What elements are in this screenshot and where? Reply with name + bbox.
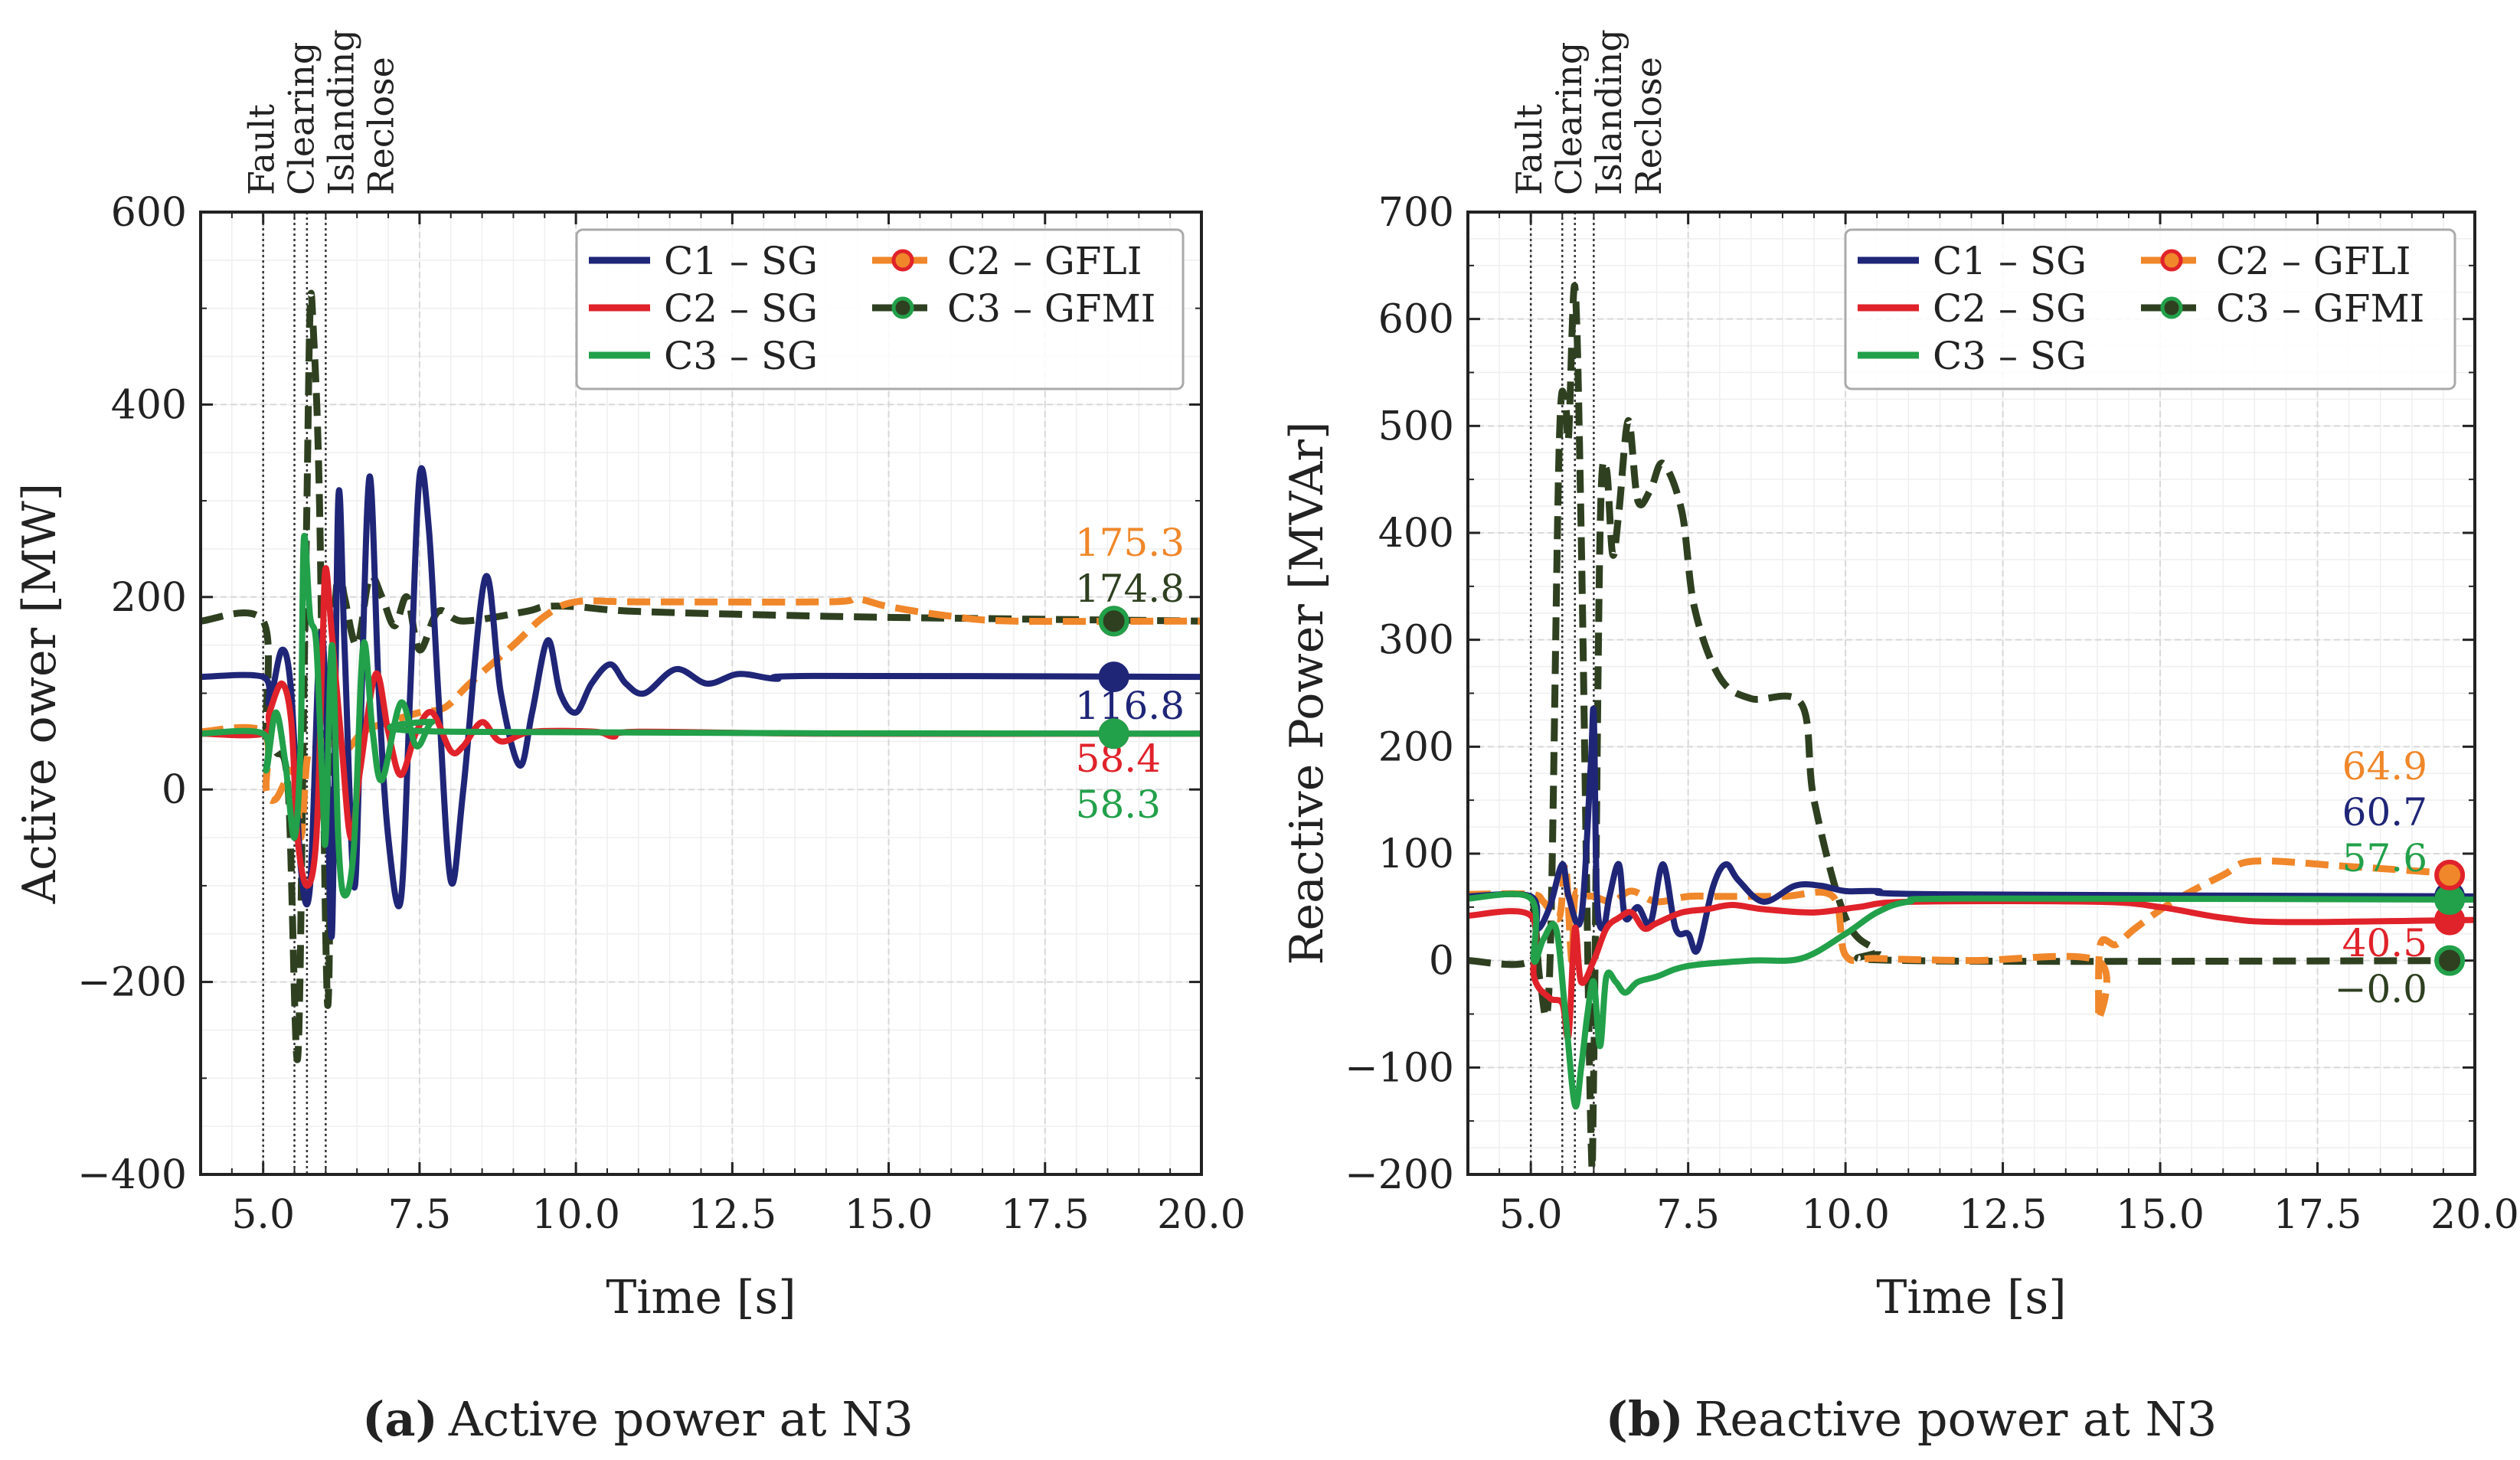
- figure-caption: (b) Reactive power at N3: [1606, 1391, 2218, 1447]
- caption-text: Active power at N3: [448, 1391, 914, 1447]
- x-axis-label: Time [s]: [1876, 1271, 2066, 1324]
- x-tick-label: 7.5: [388, 1192, 452, 1238]
- panel-reactive-power: 5.0 7.5 10.0 12.5 15.0 17.5 20.0 −200 −100 0 100 20…: [1280, 29, 2519, 1447]
- event-label: Fault: [1508, 103, 1550, 195]
- legend-label: C2 – GFLI: [947, 239, 1142, 283]
- caption-prefix: (b): [1606, 1391, 1684, 1447]
- legend-label: C3 – GFMI: [947, 286, 1155, 331]
- panel-active-power: 5.0 7.5 10.0 12.5 15.0 17.5 20.0 −400 −200 0 200 40…: [13, 29, 1246, 1447]
- y-tick-label: 500: [1378, 403, 1454, 449]
- y-tick-label: −100: [1345, 1045, 1454, 1091]
- x-tick-label: 15.0: [2116, 1192, 2205, 1238]
- legend-label: C2 – SG: [1933, 286, 2087, 331]
- final-marker-c3_gfmi: [1098, 606, 1129, 637]
- x-tick-label: 20.0: [2430, 1192, 2519, 1238]
- x-tick-label: 20.0: [1157, 1192, 1246, 1238]
- axes-frame: [199, 211, 1203, 1176]
- legend-marker: [2160, 296, 2183, 319]
- series-line-c1_sg: [1468, 705, 2475, 955]
- x-tick-label: 12.5: [688, 1192, 776, 1238]
- legend-marker: [891, 249, 914, 272]
- x-tick-label: 5.0: [1499, 1192, 1563, 1238]
- y-tick-label: 600: [1378, 297, 1454, 343]
- legend-label: C3 – GFMI: [2216, 286, 2424, 331]
- legend-marker: [2160, 249, 2183, 272]
- x-tick-label: 5.0: [231, 1192, 295, 1238]
- event-label: Reclose: [1628, 57, 1669, 195]
- series-line-c3_sg: [1468, 890, 2475, 1110]
- final-value-label: 174.8: [1075, 567, 1185, 611]
- x-tick-label: 12.5: [1959, 1192, 2048, 1238]
- final-value-label: 58.3: [1076, 782, 1161, 827]
- x-tick-label: 17.5: [2273, 1192, 2362, 1238]
- y-tick-label: −200: [1345, 1152, 1454, 1198]
- y-tick-label: 600: [111, 190, 187, 236]
- legend-marker: [891, 296, 914, 319]
- x-tick-label: 10.0: [1801, 1192, 1890, 1238]
- y-tick-label: 0: [162, 767, 187, 813]
- final-marker-c2_gfli: [2434, 859, 2466, 890]
- y-axis-label: Active ower [MW]: [13, 483, 67, 904]
- x-tick-label: 10.0: [531, 1192, 620, 1238]
- event-label: Islanding: [321, 29, 362, 195]
- legend-label: C1 – SG: [1933, 239, 2087, 283]
- legend-label: C3 – SG: [664, 334, 818, 378]
- event-label: Clearing: [1548, 42, 1590, 195]
- event-label: Reclose: [361, 57, 402, 195]
- caption-text: Reactive power at N3: [1695, 1391, 2218, 1447]
- final-value-label: 60.7: [2342, 790, 2427, 835]
- legend-label: C2 – GFLI: [2216, 239, 2411, 283]
- final-marker-c3_gfmi: [2434, 945, 2466, 976]
- x-axis-label: Time [s]: [606, 1271, 796, 1324]
- y-tick-label: 200: [111, 575, 187, 621]
- y-tick-label: 300: [1378, 618, 1454, 664]
- y-tick-label: −400: [77, 1152, 187, 1198]
- y-axis-label: Reactive Power [MVAr]: [1280, 421, 1334, 965]
- final-value-label: 175.3: [1075, 521, 1185, 565]
- y-tick-label: 200: [1378, 724, 1454, 770]
- series-line-c3_gfmi: [201, 289, 1201, 1063]
- final-value-label: −0.0: [2335, 967, 2427, 1011]
- y-tick-label: 700: [1378, 190, 1454, 236]
- y-tick-label: 400: [1378, 511, 1454, 557]
- series-line-c3_gfmi: [1468, 282, 2475, 1173]
- figure-caption: (a) Active power at N3: [362, 1391, 914, 1447]
- y-tick-label: −200: [77, 960, 187, 1006]
- axes-frame: [1466, 211, 2476, 1176]
- y-tick-label: 400: [111, 382, 187, 428]
- legend-label: C2 – SG: [664, 286, 818, 331]
- legend-label: C1 – SG: [664, 239, 818, 283]
- x-tick-label: 7.5: [1656, 1192, 1720, 1238]
- event-label: Islanding: [1588, 29, 1629, 195]
- x-tick-label: 17.5: [1001, 1192, 1090, 1238]
- caption-prefix: (a): [362, 1391, 438, 1447]
- legend-label: C3 – SG: [1933, 334, 2087, 378]
- final-value-label: 40.5: [2342, 921, 2427, 965]
- y-tick-label: 0: [1429, 939, 1454, 985]
- final-marker-c1_sg: [1098, 661, 1129, 693]
- event-label: Clearing: [281, 42, 322, 195]
- final-marker-c3_sg: [1098, 718, 1129, 750]
- final-value-label: 116.8: [1075, 684, 1185, 728]
- event-label: Fault: [241, 103, 283, 195]
- y-tick-label: 100: [1378, 831, 1454, 877]
- final-value-label: 57.6: [2342, 836, 2427, 880]
- x-tick-label: 15.0: [845, 1192, 933, 1238]
- final-value-label: 64.9: [2342, 744, 2427, 789]
- series-line-c3_sg: [201, 533, 1201, 899]
- final-marker-c3_sg: [2434, 884, 2466, 916]
